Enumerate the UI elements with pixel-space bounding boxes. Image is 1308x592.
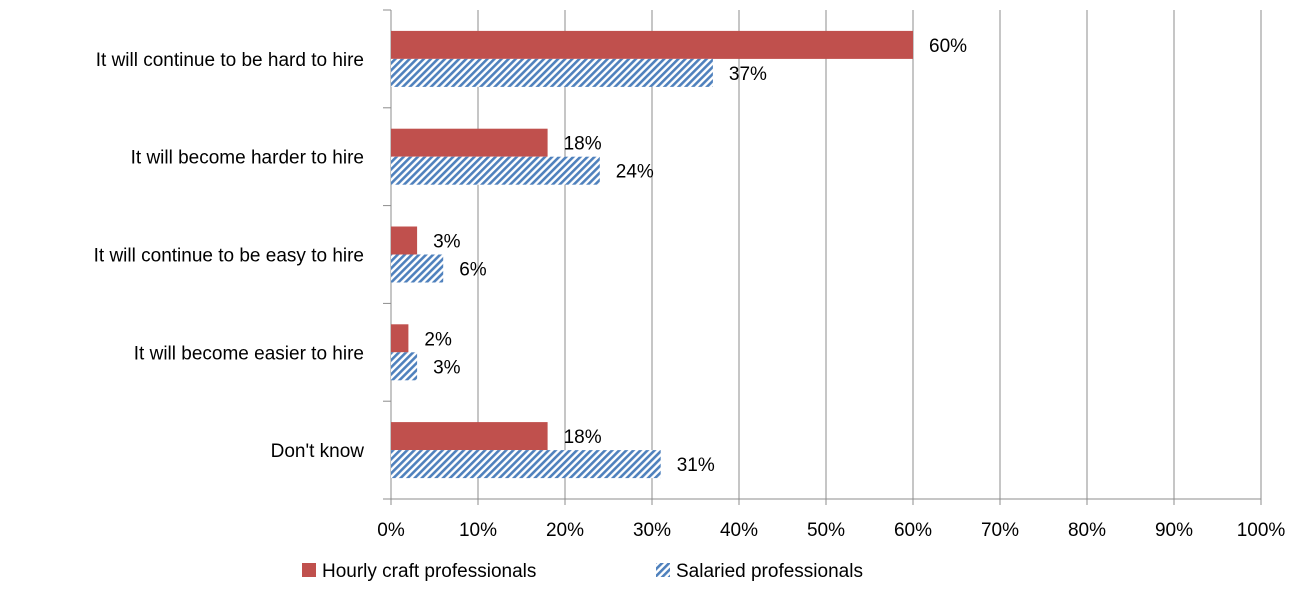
bar-salaried [391, 352, 418, 381]
x-tick-label: 0% [377, 520, 405, 541]
category-label: Don't know [271, 441, 365, 462]
category-label: It will continue to be easy to hire [94, 246, 364, 267]
x-tick-label: 10% [459, 520, 497, 541]
x-tick-label: 100% [1237, 520, 1286, 541]
data-label: 37% [729, 64, 767, 85]
bar-salaried [391, 58, 713, 87]
legend-swatch [656, 563, 670, 577]
bar-hourly [391, 226, 418, 255]
x-tick-label: 40% [720, 520, 758, 541]
data-label: 31% [677, 455, 715, 476]
bar-hourly [391, 324, 409, 353]
category-label: It will continue to be hard to hire [96, 50, 364, 71]
category-label: It will become easier to hire [134, 343, 364, 364]
x-tick-label: 20% [546, 520, 584, 541]
legend: Hourly craft professionals Salaried profe… [302, 561, 863, 582]
x-tick-label: 30% [633, 520, 671, 541]
x-tick-label: 60% [894, 520, 932, 541]
bar-salaried [391, 156, 600, 185]
bar-hourly [391, 128, 548, 157]
legend-label: Salaried professionals [676, 561, 863, 582]
x-tick-label: 90% [1155, 520, 1193, 541]
bar-salaried [391, 254, 444, 283]
data-label: 24% [616, 162, 654, 183]
legend-swatch [302, 563, 316, 577]
x-tick-label: 70% [981, 520, 1019, 541]
bar-salaried [391, 450, 661, 479]
data-labels: 60% 37% 18% 24% 3% 6% 2% 3% 18% 31% [424, 36, 967, 476]
x-tick-label: 50% [807, 520, 845, 541]
bar-hourly [391, 30, 913, 59]
data-label: 3% [433, 232, 461, 253]
x-tick-label: 80% [1068, 520, 1106, 541]
data-label: 60% [929, 36, 967, 57]
tick-labels: 0% 10% 20% 30% 40% 50% 60% 70% 80% 90% 100% It will… [94, 50, 1286, 541]
bars [391, 30, 913, 479]
data-label: 2% [424, 329, 452, 350]
data-label: 18% [564, 427, 602, 448]
data-label: 3% [433, 357, 461, 378]
gridlines [477, 10, 1262, 499]
legend-label: Hourly craft professionals [322, 561, 536, 582]
data-label: 6% [459, 260, 487, 281]
bar-hourly [391, 422, 548, 451]
category-label: It will become harder to hire [131, 148, 364, 169]
data-label: 18% [564, 134, 602, 155]
